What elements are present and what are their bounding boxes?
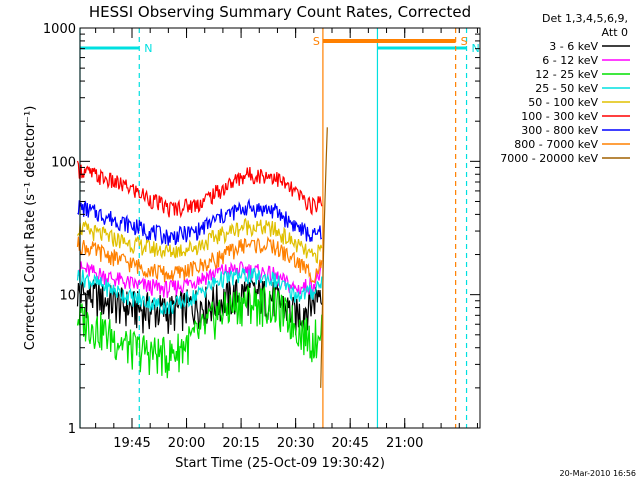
x-tick-label: 20:00 (168, 436, 205, 451)
x-tick-label: 21:00 (386, 436, 423, 451)
legend-title-line-2: Att 0 (602, 26, 628, 39)
y-tick-label: 10 (59, 289, 76, 304)
series-line (76, 217, 323, 264)
series-line (76, 267, 323, 315)
chart-marks: N NSS (76, 28, 480, 428)
marker-label: N (144, 42, 152, 55)
legend-label: 25 - 50 keV (535, 82, 598, 95)
series-line (77, 198, 323, 246)
series-line (320, 127, 328, 388)
axes: 1 10 100 1000 19:45 20:00 20:15 20:30 20:45 21:00 (43, 22, 480, 451)
y-tick-label: 100 (51, 155, 76, 170)
legend-label: 6 - 12 keV (542, 54, 598, 67)
legend-label: 3 - 6 keV (549, 40, 598, 53)
series-line (77, 260, 323, 298)
legend-label: 300 - 800 keV (521, 124, 598, 137)
chart-title: HESSI Observing Summary Count Rates, Cor… (89, 3, 471, 21)
series-line (76, 284, 323, 379)
legend-label: 800 - 7000 keV (514, 138, 598, 151)
legend-label: 7000 - 20000 keV (500, 152, 598, 165)
legend-label: 50 - 100 keV (528, 96, 598, 109)
legend-label: 12 - 25 keV (535, 68, 598, 81)
footer-timestamp: 20-Mar-2010 16:56 (560, 469, 637, 478)
y-tick-label: 1 (68, 422, 76, 437)
x-tick-label: 20:15 (222, 436, 259, 451)
y-tick-label: 1000 (43, 22, 76, 37)
x-tick-label: 20:30 (277, 436, 314, 451)
series-line (76, 160, 323, 219)
legend-title-line-1: Det 1,3,4,5,6,9, (542, 12, 628, 25)
x-tick-label: 20:45 (331, 436, 368, 451)
marker-label: S (313, 35, 320, 48)
legend-label: 100 - 300 keV (521, 110, 598, 123)
marker-label: S (461, 35, 468, 48)
x-tick-label: 19:45 (113, 436, 150, 451)
series-line (76, 236, 323, 284)
plot-frame (79, 27, 481, 429)
x-axis-label: Start Time (25-Oct-09 19:30:42) (175, 456, 385, 471)
y-axis-label: Corrected Count Rate (s⁻¹ detector⁻¹) (23, 106, 38, 351)
